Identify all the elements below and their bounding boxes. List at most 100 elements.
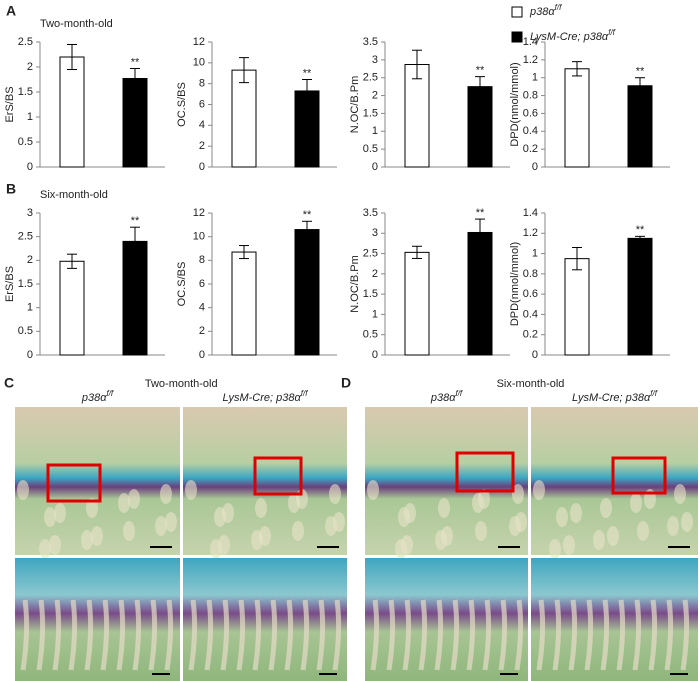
histology-texture [185,480,197,500]
y-tick-label: 0.8 [523,89,538,101]
zoom-texture [68,599,78,671]
zoom-texture [268,599,278,671]
zoom-texture [498,599,508,671]
significance: ** [476,207,485,219]
y-tick-label: 1.2 [523,227,538,239]
histology-texture [123,521,135,541]
y-tick-label: 2 [199,325,205,337]
zoom-texture [36,599,46,671]
y-tick-label: 1 [372,125,378,137]
y-tick-label: 0 [372,349,378,361]
histology-texture [563,535,575,555]
zoom-texture [220,599,230,671]
y-axis-label: OC.S/BS [176,262,188,307]
zoom-texture [84,599,94,671]
y-tick-label: 2 [372,268,378,280]
y-tick-label: 0 [532,349,538,361]
y-tick-label: 2 [372,89,378,101]
histology-texture [549,539,561,559]
histology-texture [292,521,304,541]
y-tick-label: 3.5 [363,207,378,219]
zoom-texture [252,599,262,671]
panel-label: C [4,375,14,391]
bar [231,69,257,168]
y-tick-label: 10 [193,57,205,69]
histology-texture [288,493,300,513]
histology-column-label: p38αf/f [430,389,463,404]
error-bar [239,57,249,84]
y-tick-label: 4 [199,119,205,131]
histology-column-label-sup: f/f [650,389,657,398]
y-tick-label: 3 [372,227,378,239]
histology-texture [214,507,226,527]
histology-column-label: LysM-Cre; p38αf/f [223,389,309,404]
error-bar [635,77,645,95]
y-tick-label: 0.8 [523,268,538,280]
histology-column-label-sup: f/f [106,389,113,398]
y-tick-label: 2.5 [363,72,378,84]
histology-texture [593,530,605,550]
legend-swatch [511,31,523,43]
histology-column-label-sup: f/f [455,389,462,398]
y-tick-label: 12 [193,207,205,219]
zoom-texture [332,599,342,671]
y-tick-label: 0.5 [363,329,378,341]
histology-texture [472,493,484,513]
error-bar [412,49,422,80]
histology-texture [49,535,61,555]
chart-title: Two-month-old [40,18,113,30]
y-tick-label: 0 [199,161,205,173]
y-tick-label: 2 [199,140,205,152]
y-tick-label: 1 [27,111,33,123]
histology-title: Two-month-old [145,378,218,390]
error-bar [412,245,422,259]
y-tick-label: 0.5 [18,325,33,337]
histology-texture [600,498,612,518]
bar [294,90,320,168]
zoom-texture [584,599,594,671]
bar [564,258,590,356]
y-tick-label: 1 [532,247,538,259]
zoom-texture [116,599,126,671]
zoom-texture [386,599,396,671]
histology-texture [160,484,172,504]
legend-label: LysM-Cre; p38αf/f [530,28,616,43]
histology-texture [17,480,29,500]
y-tick-label: 1.5 [363,288,378,300]
histology-texture [438,498,450,518]
y-axis-label: DPD(nmol/mmol) [509,242,521,326]
y-tick-label: 2.5 [18,36,33,48]
y-tick-label: 2 [27,61,33,73]
y-tick-label: 10 [193,231,205,243]
zoom-texture [552,599,562,671]
significance: ** [636,224,645,236]
zoom-texture [402,599,412,671]
histology-texture [556,507,568,527]
y-tick-label: 0.4 [523,125,538,137]
error-bar [67,44,77,70]
panel-label: A [6,3,16,19]
zoom-texture [204,599,214,671]
error-bar [130,68,140,89]
zoom-texture [20,599,30,671]
significance: ** [476,65,485,77]
zoom-texture [536,599,546,671]
y-axis-label: N.OC/B.Pm [349,76,361,133]
bar [294,229,320,356]
y-tick-label: 6 [199,278,205,290]
y-tick-label: 1.5 [18,278,33,290]
y-tick-label: 12 [193,36,205,48]
histology-texture [512,484,524,504]
histology-texture [44,507,56,527]
histology-column-label-main: p38α [81,392,107,404]
y-tick-label: 2.5 [18,231,33,243]
y-axis-label: DPD(nmol/mmol) [509,62,521,146]
error-bar [572,246,582,271]
zoom-texture [132,599,142,671]
histology-texture [509,516,521,536]
panel-label: B [6,181,16,197]
zoom-texture [632,599,642,671]
y-tick-label: 1 [532,72,538,84]
y-axis-label: ErS/BS [4,266,16,302]
y-tick-label: 1.2 [523,54,538,66]
